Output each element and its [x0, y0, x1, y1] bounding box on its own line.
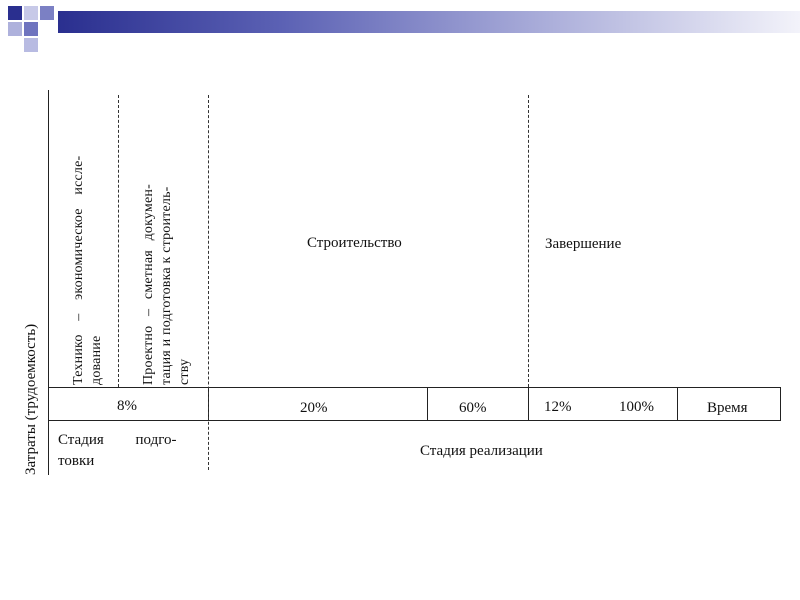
- header-square: [24, 22, 38, 36]
- stage-line: Проектно – сметная докумен-: [141, 184, 156, 385]
- stage-construction: Строительство: [307, 235, 402, 251]
- header-square: [8, 6, 22, 20]
- stage-line: Технико – экономическое иссле-: [71, 155, 86, 385]
- table-bottom-line: [48, 420, 780, 421]
- percent-12: 12%: [544, 399, 572, 415]
- header-square: [40, 6, 54, 20]
- stage-line: ству: [177, 358, 192, 385]
- cell-divider: [427, 387, 428, 421]
- y-axis: [48, 90, 49, 475]
- stage-divider: [118, 95, 119, 387]
- header-square: [24, 6, 38, 20]
- stage-divider: [208, 95, 209, 470]
- y-axis-label: Затраты (трудоемкость): [23, 323, 39, 475]
- percent-20: 20%: [300, 400, 328, 416]
- table-top-line: [48, 387, 780, 388]
- header-band: [58, 11, 800, 33]
- stage-line: дование: [89, 335, 104, 385]
- stage-prep-line1: Стадия подго-: [58, 432, 177, 448]
- cell-divider: [677, 387, 678, 421]
- header-square: [8, 22, 22, 36]
- stage-project-documentation: Проектно – сметная докумен- тация и подг…: [140, 184, 194, 385]
- stage-divider: [528, 95, 529, 387]
- cell-divider: [528, 387, 529, 421]
- stage-completion: Завершение: [545, 236, 622, 252]
- stage-realization: Стадия реализации: [420, 443, 543, 459]
- percent-60: 60%: [459, 400, 487, 416]
- stage-line: тация и подготовка к строитель-: [159, 186, 174, 385]
- header-square: [24, 38, 38, 52]
- percent-100: 100%: [619, 399, 654, 415]
- stage-prep-line2: товки: [58, 453, 95, 469]
- stage-techno-economic: Технико – экономическое иссле- дование: [70, 156, 106, 385]
- cell-divider: [780, 387, 781, 421]
- time-label: Время: [707, 400, 748, 416]
- percent-8: 8%: [117, 398, 137, 414]
